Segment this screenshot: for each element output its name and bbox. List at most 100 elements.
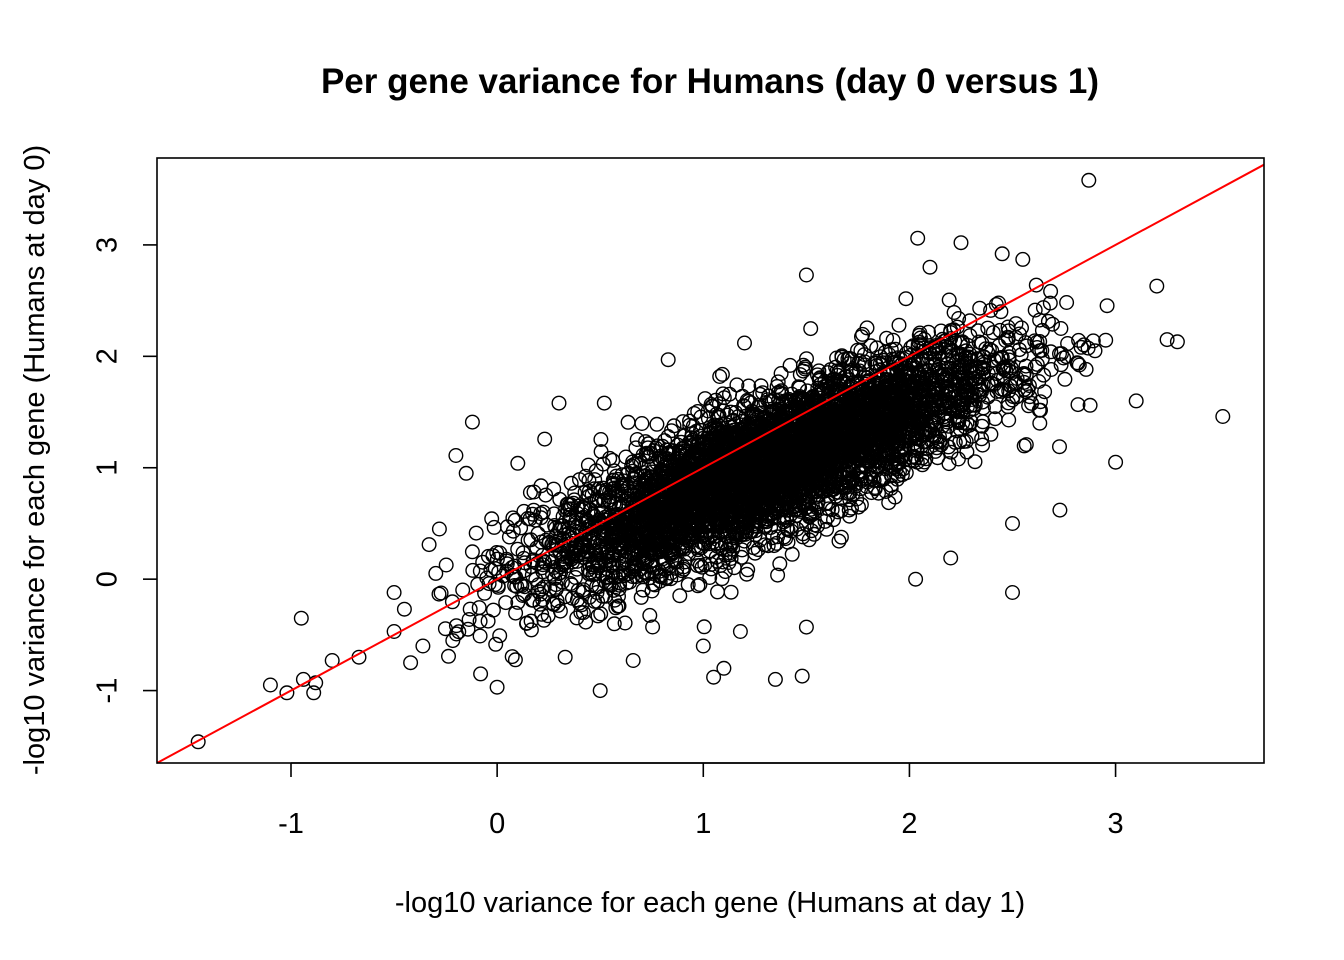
data-point	[441, 648, 457, 664]
data-point	[524, 567, 540, 583]
data-point	[709, 406, 725, 422]
data-point	[514, 578, 530, 594]
data-point	[609, 530, 625, 546]
data-point	[1001, 383, 1017, 399]
data-point	[1080, 340, 1096, 356]
data-point	[950, 399, 966, 415]
data-point	[1001, 352, 1017, 368]
data-point	[465, 562, 481, 578]
data-point	[964, 428, 980, 444]
data-point	[1053, 357, 1069, 373]
data-point	[642, 607, 658, 623]
data-point	[898, 350, 914, 366]
data-point	[831, 533, 847, 549]
data-point	[860, 427, 876, 443]
data-point	[533, 478, 549, 494]
data-point	[685, 418, 701, 434]
data-point	[734, 549, 750, 565]
data-point	[548, 577, 564, 593]
data-point	[1000, 399, 1016, 415]
data-point	[872, 362, 888, 378]
data-point	[782, 357, 798, 373]
data-point	[725, 509, 741, 525]
data-point	[1070, 397, 1086, 413]
data-point	[614, 555, 630, 571]
data-point	[600, 510, 616, 526]
data-point	[842, 508, 858, 524]
data-point	[545, 536, 561, 552]
data-point	[605, 530, 621, 546]
data-point	[810, 380, 826, 396]
data-point	[907, 391, 923, 407]
data-point	[967, 454, 983, 470]
data-point	[461, 612, 477, 628]
data-point	[739, 423, 755, 439]
data-point	[587, 472, 603, 488]
data-point	[784, 546, 800, 562]
data-point	[650, 438, 666, 454]
data-point	[526, 502, 542, 518]
data-point	[808, 483, 824, 499]
data-point	[1071, 332, 1087, 348]
data-point	[799, 383, 815, 399]
data-point	[590, 553, 606, 569]
data-point	[853, 481, 869, 497]
data-point	[879, 433, 895, 449]
data-point	[755, 426, 771, 442]
data-point	[590, 608, 606, 624]
data-point	[790, 463, 806, 479]
data-point	[983, 302, 999, 318]
data-point	[614, 467, 630, 483]
data-point	[891, 317, 907, 333]
data-point	[552, 491, 568, 507]
data-point	[927, 346, 943, 362]
data-point	[914, 450, 930, 466]
data-point	[886, 451, 902, 467]
data-point	[571, 545, 587, 561]
data-point	[575, 584, 591, 600]
data-point	[819, 452, 835, 468]
data-point	[674, 480, 690, 496]
data-point	[778, 531, 794, 547]
data-point	[795, 363, 811, 379]
data-point	[571, 595, 587, 611]
data-point	[699, 529, 715, 545]
data-point	[537, 431, 553, 447]
data-point	[795, 418, 811, 434]
data-point	[584, 559, 600, 575]
data-point	[886, 460, 902, 476]
data-point	[807, 415, 823, 431]
data-point	[939, 414, 955, 430]
data-point	[534, 581, 550, 597]
data-point	[574, 597, 590, 613]
data-point	[485, 602, 501, 618]
data-point	[642, 570, 658, 586]
data-point	[548, 581, 564, 597]
data-point	[553, 518, 569, 534]
data-point	[956, 434, 972, 450]
data-point	[859, 445, 875, 461]
data-point	[659, 451, 675, 467]
data-point	[757, 489, 773, 505]
data-point	[664, 542, 680, 558]
data-point	[837, 383, 853, 399]
data-point	[833, 529, 849, 545]
data-point	[741, 378, 757, 394]
data-point	[703, 493, 719, 509]
data-point	[936, 405, 952, 421]
data-point	[563, 576, 579, 592]
data-point	[555, 557, 571, 573]
data-point	[490, 579, 506, 595]
data-point	[672, 588, 688, 604]
data-point	[980, 320, 996, 336]
data-point	[575, 605, 591, 621]
data-point	[719, 477, 735, 493]
data-point	[1043, 283, 1059, 299]
data-point	[746, 508, 762, 524]
data-point	[583, 526, 599, 542]
data-point	[471, 600, 487, 616]
data-point	[698, 475, 714, 491]
data-point	[1051, 439, 1067, 455]
data-point	[946, 305, 962, 321]
